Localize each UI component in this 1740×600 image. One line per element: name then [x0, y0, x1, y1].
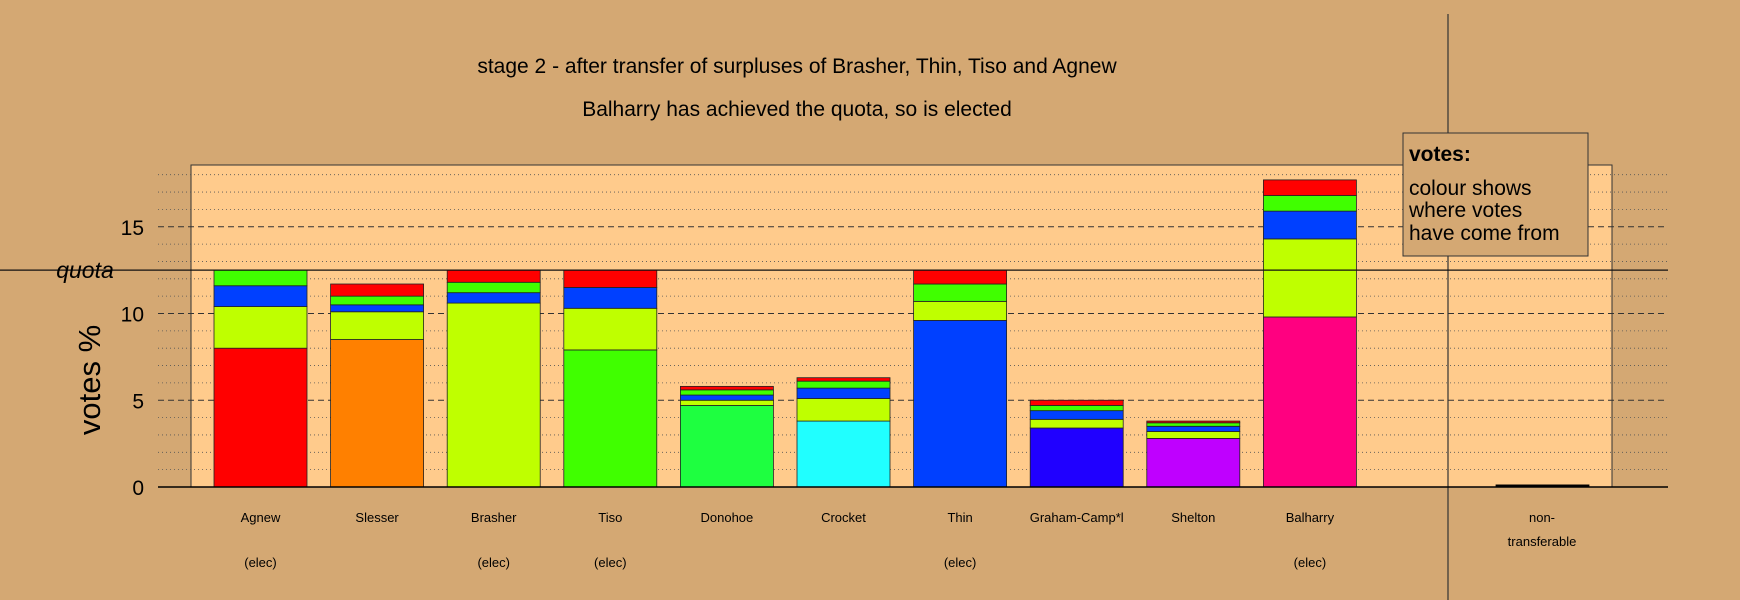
- bar-segment: [1029, 418, 1124, 429]
- y-axis-label: votes %: [72, 325, 107, 435]
- bar-brasher: [446, 269, 541, 488]
- bar-donohoe: [680, 385, 774, 488]
- bar-segment: [1146, 420, 1241, 424]
- bar-slesser: [330, 283, 425, 488]
- bar-segment: [446, 292, 541, 304]
- bar-segment: [446, 281, 541, 294]
- bar-balharry: [1263, 179, 1357, 488]
- plot-panel: [190, 164, 1613, 488]
- x-category-label: Graham-Camp*l: [1030, 510, 1124, 525]
- chart-title: stage 2 - after transfer of surpluses of…: [477, 55, 1117, 78]
- bar-segment: [330, 283, 425, 297]
- bar-shelton: [1146, 420, 1241, 488]
- x-category-note: (elec): [594, 555, 627, 570]
- legend-line-3: have come from: [1409, 222, 1560, 245]
- bar-segment: [1146, 438, 1241, 488]
- x-category-label: Tiso: [598, 510, 622, 525]
- bar-segment: [213, 269, 308, 287]
- x-category-label: Agnew: [241, 510, 281, 525]
- legend-title: votes:: [1409, 143, 1471, 166]
- x-category-note: (elec): [944, 555, 977, 570]
- x-category-label: transferable: [1508, 534, 1577, 549]
- bar-segment: [1029, 405, 1124, 412]
- bar-segment: [1029, 399, 1124, 406]
- bar-segment: [330, 311, 425, 340]
- bar-segment: [913, 269, 1007, 285]
- y-tick-label: 0: [132, 477, 144, 500]
- bar-segment: [213, 285, 308, 307]
- quota-label: quota: [56, 257, 114, 283]
- x-category-label: Balharry: [1286, 510, 1335, 525]
- bar-segment: [563, 287, 658, 309]
- x-category-note: (elec): [477, 555, 510, 570]
- bar-segment: [1146, 431, 1241, 439]
- bar-segment: [680, 399, 774, 406]
- bar-segment: [446, 269, 541, 283]
- bar-segment: [1263, 316, 1357, 488]
- y-tick-label: 5: [132, 390, 144, 413]
- bar-segment: [1146, 422, 1241, 427]
- legend: votes: colour shows where votes have com…: [1402, 132, 1589, 257]
- x-category-note: (elec): [244, 555, 277, 570]
- bar-segment: [680, 389, 774, 396]
- x-category-label: Brasher: [471, 510, 517, 525]
- bar-segment: [563, 269, 658, 288]
- bar-tiso: [563, 269, 658, 488]
- legend-box: [1402, 132, 1589, 257]
- y-tick-label: 15: [121, 217, 144, 240]
- bar-segment: [563, 349, 658, 488]
- bar-segment: [680, 385, 774, 391]
- bar-segment: [330, 295, 425, 306]
- bar-segment: [213, 347, 308, 488]
- bar-segment: [563, 307, 658, 351]
- bar-segment: [913, 283, 1007, 302]
- legend-line-2: where votes: [1408, 199, 1522, 222]
- legend-line-1: colour shows: [1409, 177, 1532, 200]
- bar-segment: [213, 306, 308, 349]
- y-tick-label: 10: [121, 304, 144, 327]
- x-category-label: Shelton: [1171, 510, 1215, 525]
- bar-segment: [1263, 238, 1357, 318]
- bar-segment: [796, 398, 891, 422]
- bar-segment: [1263, 210, 1357, 240]
- bar-segment: [1146, 425, 1241, 432]
- bar-segment: [1263, 179, 1357, 196]
- bar-segment: [1029, 410, 1124, 420]
- bar-segment: [1263, 195, 1357, 212]
- bar-segment: [796, 387, 891, 399]
- bar-thin: [913, 269, 1007, 488]
- bar-agnew: [213, 269, 308, 488]
- bar-segment: [446, 302, 541, 488]
- bar-segment: [1029, 427, 1124, 488]
- bar-segment: [913, 300, 1007, 321]
- bar-segment: [680, 394, 774, 401]
- bar-segment: [796, 380, 891, 389]
- x-category-label: non-: [1529, 510, 1555, 525]
- plot-area: 0 5 10 15 Agnew (elec) Slesser Brasher (elec) Tis…: [0, 14, 1668, 600]
- bar-segment: [796, 420, 891, 488]
- bar-segment: [680, 405, 774, 488]
- x-category-label: Thin: [947, 510, 972, 525]
- bar-segment: [330, 339, 425, 488]
- bar-crocket: [796, 377, 891, 488]
- x-category-label: Slesser: [355, 510, 399, 525]
- bar-segment: [796, 377, 891, 382]
- x-category-label: Crocket: [821, 510, 866, 525]
- x-category-note: (elec): [1294, 555, 1327, 570]
- bar-graham-camp-l: [1029, 399, 1124, 488]
- x-category-label: Donohoe: [701, 510, 754, 525]
- chart-subtitle: Balharry has achieved the quota, so is e…: [582, 98, 1012, 121]
- bar-segment: [330, 304, 425, 313]
- bar-segment: [913, 320, 1007, 488]
